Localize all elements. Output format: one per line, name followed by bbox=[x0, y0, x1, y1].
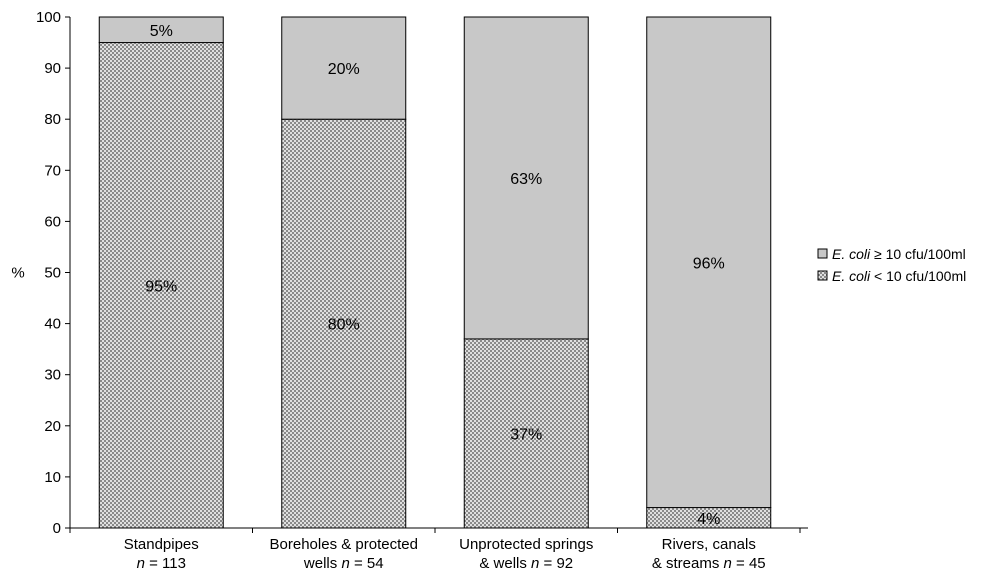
data-label: 80% bbox=[328, 317, 360, 334]
y-tick-label: 0 bbox=[53, 520, 61, 537]
y-tick-label: 20 bbox=[44, 418, 61, 435]
axis-layer: 0 10 20 30 40 50 60 70 80 90 100% Standpipes n = 113… bbox=[11, 9, 808, 572]
y-tick-label: 10 bbox=[44, 469, 61, 486]
bar-segment-low-0 bbox=[98, 42, 224, 529]
y-tick-label: 30 bbox=[44, 367, 61, 384]
y-tick-label: 70 bbox=[44, 162, 61, 179]
y-tick-label: 80 bbox=[44, 111, 61, 128]
y-tick-label: 60 bbox=[44, 213, 61, 230]
labels-layer: 95% 5% 80% 20% 37% 63% 4% 96% bbox=[145, 23, 725, 528]
x-category-label: Unprotected springs bbox=[459, 536, 593, 553]
x-category-label: Rivers, canals bbox=[662, 536, 756, 553]
bar-segment-high-0 bbox=[98, 16, 224, 44]
data-label: 37% bbox=[510, 426, 542, 443]
x-category-sample-size: n = 113 bbox=[137, 555, 186, 572]
x-category-sample-size: wells n = 54 bbox=[303, 555, 384, 572]
legend: E. coli ≥ 10 cfu/100ml E. coli < 10 cfu/1… bbox=[817, 246, 966, 284]
data-label: 5% bbox=[150, 23, 173, 40]
bar-segment-high-1 bbox=[281, 16, 407, 120]
legend-swatch bbox=[817, 248, 828, 259]
y-tick-label: 40 bbox=[44, 316, 61, 333]
data-label: 96% bbox=[693, 255, 725, 272]
bar-segment-high-3 bbox=[646, 16, 772, 509]
x-category-sample-size: & wells n = 92 bbox=[479, 555, 573, 572]
data-label: 95% bbox=[145, 278, 177, 295]
legend-label: E. coli < 10 cfu/100ml bbox=[832, 268, 966, 284]
y-tick-label: 90 bbox=[44, 60, 61, 77]
data-label: 4% bbox=[697, 511, 720, 528]
x-category-label: Boreholes & protected bbox=[270, 536, 418, 553]
bars-layer bbox=[98, 16, 772, 529]
data-label: 20% bbox=[328, 61, 360, 78]
x-category-sample-size: & streams n = 45 bbox=[652, 555, 766, 572]
legend-label: E. coli ≥ 10 cfu/100ml bbox=[832, 246, 966, 262]
y-axis-title: % bbox=[11, 265, 24, 282]
y-tick-label: 100 bbox=[36, 9, 61, 26]
bar-segment-low-2 bbox=[463, 338, 589, 529]
legend-swatch bbox=[817, 270, 828, 281]
x-category-label: Standpipes bbox=[124, 536, 199, 553]
bar-segment-high-2 bbox=[463, 16, 589, 340]
data-label: 63% bbox=[510, 171, 542, 188]
y-tick-label: 50 bbox=[44, 265, 61, 282]
